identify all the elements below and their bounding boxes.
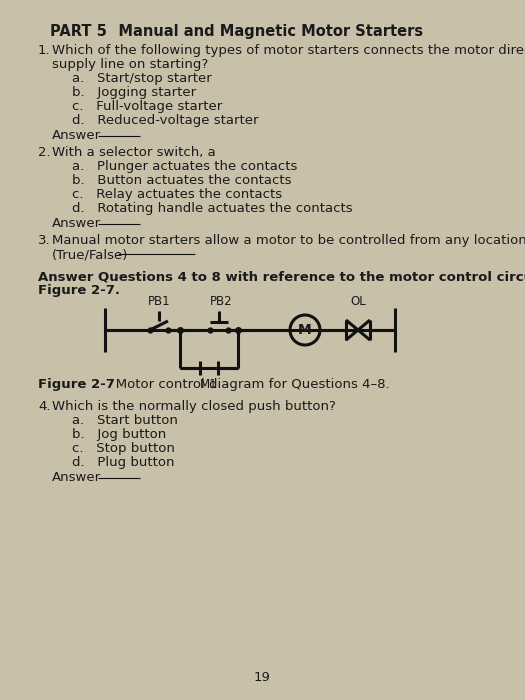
Text: d.   Rotating handle actuates the contacts: d. Rotating handle actuates the contacts [72, 202, 353, 215]
Text: Motor control diagram for Questions 4–8.: Motor control diagram for Questions 4–8. [103, 378, 390, 391]
Text: c.   Stop button: c. Stop button [72, 442, 175, 455]
Text: Manual and Magnetic Motor Starters: Manual and Magnetic Motor Starters [103, 24, 423, 39]
Text: 4.: 4. [38, 400, 50, 413]
Text: Answer Questions 4 to 8 with reference to the motor control circuit shown in: Answer Questions 4 to 8 with reference t… [38, 270, 525, 283]
Text: Manual motor starters allow a motor to be controlled from any location.: Manual motor starters allow a motor to b… [52, 234, 525, 247]
Text: Figure 2-7: Figure 2-7 [38, 378, 115, 391]
Text: (True/False): (True/False) [52, 248, 129, 261]
Text: c.   Full-voltage starter: c. Full-voltage starter [72, 100, 222, 113]
Text: M1: M1 [200, 378, 218, 391]
Text: b.   Jog button: b. Jog button [72, 428, 166, 441]
Text: 2.: 2. [38, 146, 50, 159]
Text: a.   Start/stop starter: a. Start/stop starter [72, 72, 212, 85]
Text: a.   Start button: a. Start button [72, 414, 178, 427]
Text: Figure 2-7.: Figure 2-7. [38, 284, 120, 297]
Text: Answer: Answer [52, 129, 101, 142]
Text: b.   Jogging starter: b. Jogging starter [72, 86, 196, 99]
Text: d.   Plug button: d. Plug button [72, 456, 174, 469]
Text: With a selector switch, a: With a selector switch, a [52, 146, 216, 159]
Text: Answer: Answer [52, 471, 101, 484]
Text: PB1: PB1 [148, 295, 170, 308]
Text: Which is the normally closed push button?: Which is the normally closed push button… [52, 400, 336, 413]
Text: b.   Button actuates the contacts: b. Button actuates the contacts [72, 174, 291, 187]
Text: 1.: 1. [38, 44, 50, 57]
Text: Answer: Answer [52, 217, 101, 230]
Text: PART 5: PART 5 [50, 24, 107, 39]
Text: 19: 19 [254, 671, 270, 684]
Text: supply line on starting?: supply line on starting? [52, 58, 208, 71]
Text: d.   Reduced-voltage starter: d. Reduced-voltage starter [72, 114, 258, 127]
Text: OL: OL [350, 295, 366, 308]
Text: PB2: PB2 [209, 295, 232, 308]
Text: a.   Plunger actuates the contacts: a. Plunger actuates the contacts [72, 160, 297, 173]
Text: Which of the following types of motor starters connects the motor directly to th: Which of the following types of motor st… [52, 44, 525, 57]
Text: 3.: 3. [38, 234, 50, 247]
Text: M: M [298, 323, 312, 337]
Text: c.   Relay actuates the contacts: c. Relay actuates the contacts [72, 188, 282, 201]
